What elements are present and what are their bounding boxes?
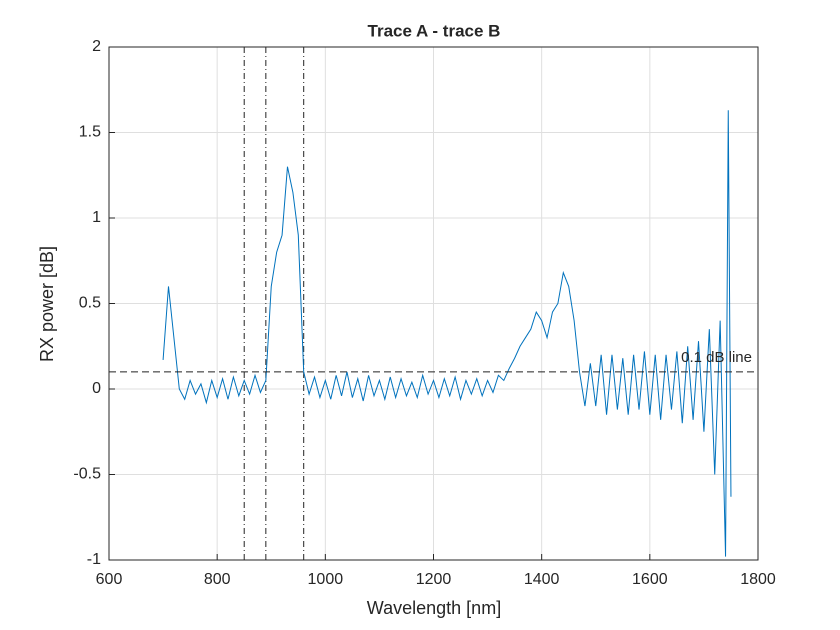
x-tick-label: 800 — [204, 571, 231, 588]
x-tick-label: 1400 — [524, 571, 560, 588]
y-tick-label: -0.5 — [73, 466, 101, 483]
x-tick-label: 1600 — [632, 571, 668, 588]
data-line — [162, 110, 732, 557]
x-axis-label: Wavelength [nm] — [367, 598, 501, 618]
y-tick-label: 1.5 — [79, 124, 101, 141]
y-tick-label: 0 — [92, 380, 101, 397]
y-axis-label: RX power [dB] — [37, 246, 57, 362]
y-tick-label: -1 — [87, 551, 101, 568]
x-tick-label: 1800 — [740, 571, 776, 588]
y-tick-label: 0.5 — [79, 295, 101, 312]
x-tick-label: 600 — [96, 571, 123, 588]
chart-title: Trace A - trace B — [368, 21, 501, 40]
y-tick-label: 2 — [92, 38, 101, 55]
axes-box — [108, 46, 759, 561]
x-tick-label: 1200 — [416, 571, 452, 588]
y-tick-label: 1 — [92, 209, 101, 226]
x-tick-label: 1000 — [308, 571, 344, 588]
threshold-label: 0.1 dB line — [681, 349, 752, 366]
